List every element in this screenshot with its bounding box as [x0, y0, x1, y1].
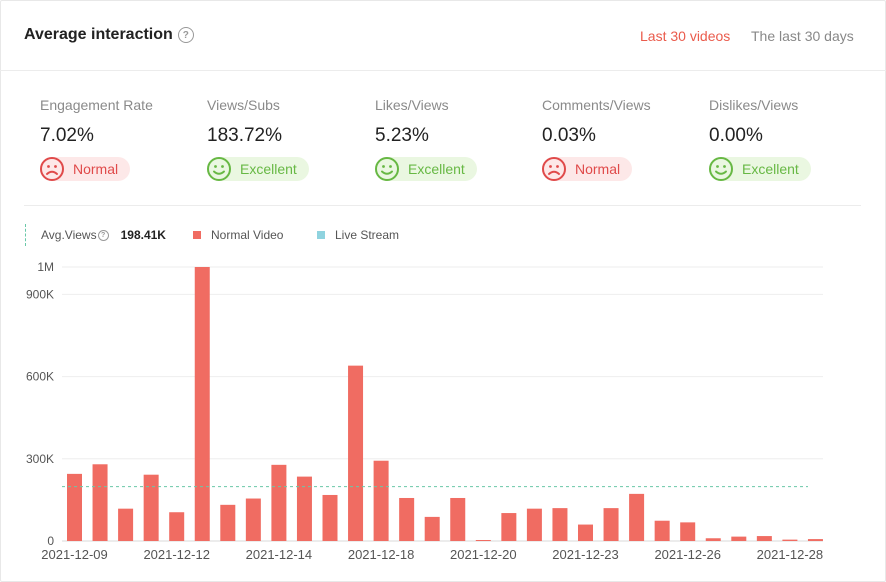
- section-divider: [24, 205, 861, 206]
- legend-normal-video[interactable]: Normal Video: [193, 228, 283, 242]
- status-text: Normal: [73, 161, 119, 177]
- tab-last-30-days[interactable]: The last 30 days: [751, 28, 854, 44]
- status-badge: Normal: [40, 157, 131, 181]
- bar: [322, 494, 338, 541]
- status-text: Excellent: [742, 161, 799, 177]
- metric-value: 0.03%: [542, 125, 596, 146]
- y-tick-label: 300K: [26, 452, 54, 466]
- bar: [296, 476, 312, 541]
- metric-likes-views: Likes/Views 5.23% Excellent: [375, 97, 535, 187]
- status-text: Normal: [575, 161, 621, 177]
- metric-label: Dislikes/Views: [709, 97, 799, 113]
- views-bar-chart: 0 300K 600K 900K 1M 2021-12-09 2021-12-12 2021-…: [26, 260, 824, 562]
- metric-dislikes-views: Dislikes/Views 0.00% Excellent: [709, 97, 869, 187]
- x-tick-label: 2021-12-26: [654, 547, 721, 562]
- sad-face-icon: [542, 157, 566, 181]
- bar: [807, 539, 823, 541]
- page-title: Average interaction ?: [24, 26, 194, 44]
- legend-avg-views[interactable]: Avg.Views ? 198.41K: [41, 228, 166, 242]
- title-text: Average interaction: [24, 26, 173, 43]
- metric-comments-views: Comments/Views 0.03% Normal: [542, 97, 702, 187]
- metric-engagement-rate: Engagement Rate 7.02% Normal: [40, 97, 200, 187]
- bar: [501, 513, 517, 541]
- metric-label: Likes/Views: [375, 97, 449, 113]
- bar: [731, 536, 747, 541]
- avg-views-label: Avg.Views: [41, 228, 97, 242]
- bar: [194, 267, 210, 541]
- status-badge: Normal: [542, 157, 633, 181]
- y-tick-label: 900K: [26, 287, 54, 301]
- bar: [526, 508, 542, 541]
- smile-face-icon: [375, 157, 399, 181]
- metric-value: 0.00%: [709, 125, 763, 146]
- bar: [450, 497, 466, 541]
- x-tick-label: 2021-12-23: [552, 547, 619, 562]
- normal-video-swatch: [193, 231, 201, 239]
- metric-label: Engagement Rate: [40, 97, 153, 113]
- bar: [552, 508, 568, 541]
- bar: [603, 508, 619, 541]
- x-tick-label: 2021-12-12: [143, 547, 210, 562]
- status-badge: Excellent: [375, 157, 477, 181]
- tab-last-30-videos[interactable]: Last 30 videos: [640, 28, 731, 44]
- status-text: Excellent: [240, 161, 297, 177]
- help-icon[interactable]: ?: [97, 229, 109, 241]
- metric-value: 5.23%: [375, 125, 429, 146]
- bar: [118, 508, 134, 541]
- bar: [271, 464, 287, 541]
- metric-views-subs: Views/Subs 183.72% Excellent: [207, 97, 367, 187]
- bar: [348, 365, 364, 541]
- live-stream-label: Live Stream: [335, 228, 400, 242]
- normal-video-label: Normal Video: [211, 228, 284, 242]
- metric-label: Views/Subs: [207, 97, 280, 113]
- bar: [220, 504, 236, 541]
- bar: [67, 473, 82, 541]
- bar: [245, 498, 261, 541]
- live-stream-swatch: [317, 231, 325, 239]
- bar: [169, 512, 185, 541]
- x-tick-label: 2021-12-14: [246, 547, 313, 562]
- bar: [782, 539, 798, 541]
- x-tick-label: 2021-12-20: [450, 547, 517, 562]
- smile-face-icon: [709, 157, 733, 181]
- card-header: Average interaction ? Last 30 videos The…: [0, 0, 886, 71]
- help-icon[interactable]: ?: [177, 27, 194, 43]
- metric-value: 7.02%: [40, 125, 94, 146]
- x-tick-label: 2021-12-18: [348, 547, 415, 562]
- bar: [399, 497, 415, 541]
- x-tick-label: 2021-12-28: [757, 547, 824, 562]
- metric-value: 183.72%: [207, 125, 283, 146]
- metric-label: Comments/Views: [542, 97, 651, 113]
- avg-views-value: 198.41K: [120, 228, 166, 242]
- bar: [475, 540, 491, 541]
- status-badge: Excellent: [709, 157, 811, 181]
- bar: [680, 522, 696, 541]
- status-badge: Excellent: [207, 157, 309, 181]
- bar: [654, 520, 670, 541]
- y-tick-label: 1M: [37, 260, 54, 274]
- bar: [705, 538, 721, 541]
- smile-face-icon: [207, 157, 231, 181]
- sad-face-icon: [40, 157, 64, 181]
- y-tick-label: 600K: [26, 370, 54, 384]
- bar: [578, 524, 593, 541]
- avg-line-legend-marker: [25, 224, 26, 246]
- x-tick-label: 2021-12-09: [41, 547, 108, 562]
- status-text: Excellent: [408, 161, 465, 177]
- bar: [756, 536, 772, 541]
- y-tick-label: 0: [47, 534, 54, 548]
- bar: [143, 474, 159, 541]
- bar: [629, 493, 645, 541]
- legend-live-stream[interactable]: Live Stream: [317, 228, 399, 242]
- bar: [92, 464, 108, 541]
- bar: [373, 460, 389, 541]
- bar: [424, 516, 440, 541]
